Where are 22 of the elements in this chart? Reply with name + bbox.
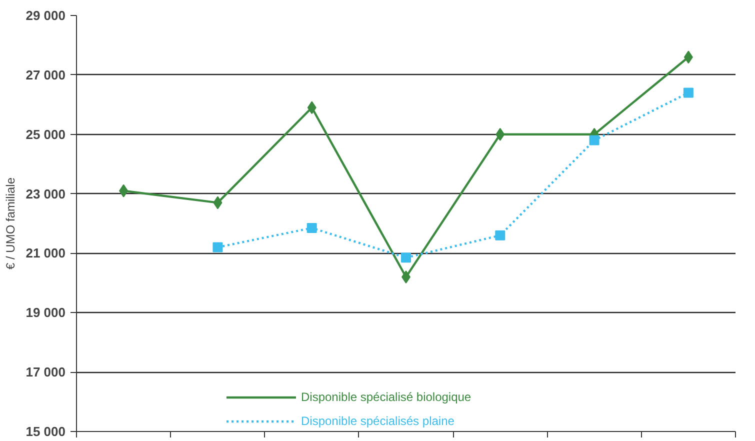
point [401,252,411,263]
y-tick-label: 21 000 [26,246,66,261]
point [683,88,694,98]
y-tick-label: 17 000 [26,364,66,380]
point [213,196,222,210]
y-tick-label: 19 000 [26,305,66,320]
y-tick-label: 15 000 [26,424,66,439]
y-tick-label: 27 000 [26,67,66,82]
point [684,50,693,64]
y-tick-label: 25 000 [26,126,66,142]
y-axis-title: € / UMO familiale [4,177,18,270]
point [495,230,506,240]
text: Disponible spécialisé biologique [301,390,472,404]
y-tick-label: 29 000 [26,8,66,23]
point [212,242,223,252]
point [119,184,128,198]
point [589,135,600,146]
point [307,101,316,114]
point [306,222,317,233]
point [496,128,505,141]
y-tick-label: 23 000 [26,186,66,202]
text: Disponible spécialisés plaine [301,414,454,428]
